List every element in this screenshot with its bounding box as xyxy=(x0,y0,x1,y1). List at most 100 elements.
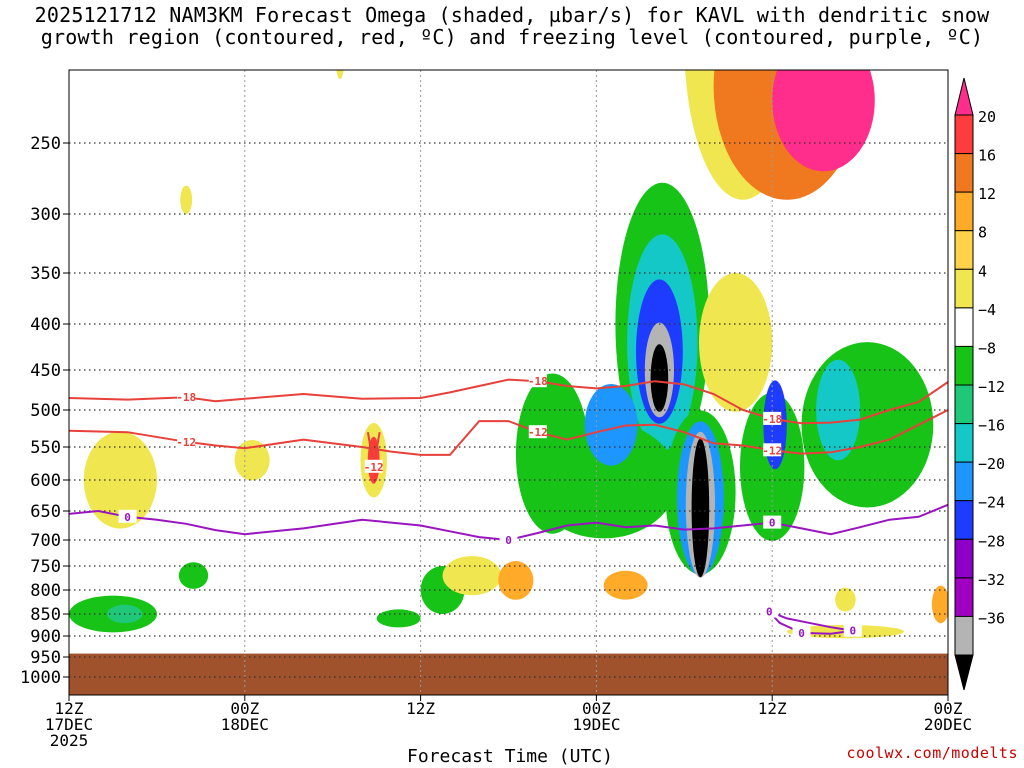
y-tick-label-650: 650 xyxy=(30,502,61,522)
colorbar-seg-9 xyxy=(954,461,974,502)
colorbar-label-6: −8 xyxy=(978,339,996,357)
purple-label-bg-0-2 xyxy=(763,515,782,529)
colorbar-label-8: −16 xyxy=(978,417,1005,435)
terrain-fill xyxy=(69,653,948,695)
purple-label-0-0: 0 xyxy=(124,511,131,524)
credit-text: coolwx.com/modelts xyxy=(846,744,1018,762)
x-tick-label-5-1: 20DEC xyxy=(924,715,972,734)
purple-label-bg-1-1 xyxy=(843,623,862,637)
red-label-bg-1-2 xyxy=(763,443,782,457)
red-label-bg-2-0 xyxy=(364,459,383,473)
red-label-bg-0-1 xyxy=(528,374,547,388)
y-tick-label-950: 950 xyxy=(30,648,61,668)
colorbar-seg-5 xyxy=(954,307,974,347)
chart-title: 2025121712 NAM3KM Forecast Omega (shaded… xyxy=(0,4,1024,48)
red-label-bg-1-1 xyxy=(528,425,547,439)
colorbar-label-5: −4 xyxy=(978,301,996,319)
colorbar-label-9: −20 xyxy=(978,455,1005,473)
y-tick-label-250: 250 xyxy=(30,134,61,154)
purple-label-bg-1-2 xyxy=(792,625,811,639)
y-tick-label-300: 300 xyxy=(30,205,61,225)
omega-blob-20 xyxy=(376,609,421,628)
colorbar-bottom-arrow xyxy=(954,654,974,691)
omega-blob-38 xyxy=(180,185,193,214)
colorbar-label-1: 16 xyxy=(978,147,996,165)
purple-label-bg-0-0 xyxy=(118,509,137,523)
omega-blob-30 xyxy=(442,556,502,596)
colorbar-seg-1 xyxy=(954,153,974,193)
omega-blob-37 xyxy=(336,70,344,80)
purple-label-1-2: 0 xyxy=(798,627,805,640)
colorbar-seg-8 xyxy=(954,423,974,463)
colorbar-label-11: −28 xyxy=(978,532,1005,550)
y-tick-label-750: 750 xyxy=(30,557,61,577)
red-label-0-2: -18 xyxy=(762,413,782,426)
colorbar-label-12: −32 xyxy=(978,571,1005,589)
contour-labels: -18 -18 -18 -12 -12 -12 -12 0 0 0 0 0 0 xyxy=(118,374,862,640)
red-label-2-0: -12 xyxy=(364,461,384,474)
x-tick-label-2-0: 12Z xyxy=(406,699,435,718)
omega-blob-4 xyxy=(650,344,669,412)
red-label-0-0: -18 xyxy=(176,391,196,404)
x-tick-label-0-0: 12Z xyxy=(55,699,84,718)
omega-shading xyxy=(69,0,948,639)
y-tick-label-600: 600 xyxy=(30,471,61,491)
red-label-1-0: -12 xyxy=(176,436,196,449)
omega-blob-35 xyxy=(835,587,856,612)
purple-label-bg-0-1 xyxy=(499,533,518,546)
omega-blob-25 xyxy=(567,0,655,29)
omega-blob-34 xyxy=(931,585,948,624)
omega-blob-32 xyxy=(603,570,648,600)
omega-blob-29 xyxy=(234,440,270,481)
omega-blob-31 xyxy=(498,561,534,600)
y-tick-label-1000: 1000 xyxy=(20,668,61,688)
red-label-1-1: -12 xyxy=(528,426,548,439)
x-axis-title: Forecast Time (UTC) xyxy=(407,746,613,767)
y-tick-label-400: 400 xyxy=(30,315,61,335)
y-tick-label-850: 850 xyxy=(30,605,61,625)
x-tick-label-0-1: 17DEC xyxy=(45,715,93,734)
purple-label-1-0: 0 xyxy=(766,606,773,619)
colorbar-seg-12 xyxy=(954,577,974,618)
colorbar-label-3: 8 xyxy=(978,224,987,242)
x-tick-label-1-1: 18DEC xyxy=(221,715,269,734)
x-tick-label-3-1: 19DEC xyxy=(572,715,620,734)
purple-contour-0 xyxy=(69,503,948,542)
colorbar-seg-3 xyxy=(954,230,974,270)
colorbar-seg-10 xyxy=(954,500,974,540)
red-label-1-2: -12 xyxy=(762,444,782,457)
omega-blob-15 xyxy=(816,359,861,461)
purple-label-1-1: 0 xyxy=(849,625,856,638)
y-tick-label-500: 500 xyxy=(30,401,61,421)
red-label-bg-0-0 xyxy=(177,390,196,404)
grid-lines xyxy=(69,70,948,695)
colorbar-label-7: −12 xyxy=(978,378,1005,396)
omega-blob-8 xyxy=(691,438,710,578)
red-label-bg-1-0 xyxy=(177,434,196,448)
omega-blob-10 xyxy=(515,373,590,534)
y-tick-label-450: 450 xyxy=(30,361,61,381)
colorbar: 20 16 12 8 4 −4 −8 −12 −16 −20 −24 −28 −32 −36 xyxy=(954,77,1005,691)
colorbar-label-4: 4 xyxy=(978,262,987,280)
red-contour-1 xyxy=(69,409,948,456)
title-line-2: growth region (contoured, red, ºC) and f… xyxy=(40,25,984,49)
y-tick-label-350: 350 xyxy=(30,264,61,284)
purple-label-bg-1-0 xyxy=(760,604,779,618)
x-tick-label-3-0: 00Z xyxy=(582,699,611,718)
omega-blob-24 xyxy=(699,273,773,412)
x-tick-label-5-0: 00Z xyxy=(934,699,963,718)
plot-border xyxy=(68,69,949,696)
colorbar-seg-6 xyxy=(954,345,974,386)
omega-blob-11 xyxy=(584,384,638,466)
terrain xyxy=(69,653,948,695)
title-line-1: 2025121712 NAM3KM Forecast Omega (shaded… xyxy=(34,3,990,27)
y-tick-label-800: 800 xyxy=(30,581,61,601)
colorbar-seg-11 xyxy=(954,538,974,579)
purple-label-0-2: 0 xyxy=(769,517,776,530)
colorbar-label-2: 12 xyxy=(978,185,996,203)
colorbar-label-0: 20 xyxy=(978,108,996,126)
x-tick-label-0-2: 2025 xyxy=(50,731,89,750)
x-tick-label-4-0: 12Z xyxy=(758,699,787,718)
